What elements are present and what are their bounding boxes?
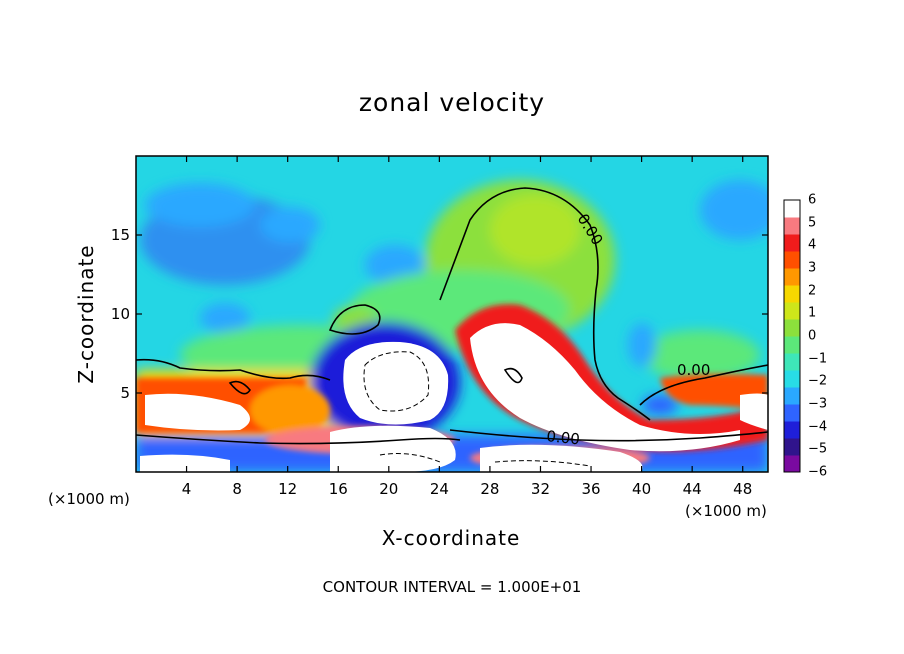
x-tick-label: 36	[581, 480, 601, 498]
colorbar-swatch	[784, 268, 800, 286]
contour-zero-right	[639, 364, 768, 406]
x-unit-left: (×1000 m)	[48, 490, 130, 508]
contour-zero-dome	[439, 187, 651, 421]
white-blob-main-jet	[470, 323, 740, 452]
colorbar-swatch	[784, 404, 800, 422]
colorbar-swatch	[784, 285, 800, 303]
x-tick-label: 12	[278, 480, 298, 498]
colorbar-swatch	[784, 251, 800, 269]
colorbar-tick-label: 1	[808, 305, 817, 321]
y-tick-marks	[136, 234, 768, 394]
colorbar-swatch	[784, 370, 800, 388]
colorbar-swatch	[784, 455, 800, 473]
colorbar-swatch	[784, 438, 800, 456]
colorbar-tick-label: 5	[808, 215, 817, 231]
colorbar-swatch	[784, 217, 800, 235]
colorbar-tick-label: −5	[808, 441, 828, 457]
contour-interval-text: CONTOUR INTERVAL = 1.000E+01	[322, 578, 582, 596]
x-unit-right: (×1000 m)	[685, 502, 767, 520]
y-tick-label: 10	[110, 305, 130, 323]
contour-label: 0.00	[546, 427, 581, 448]
colorbar-tick-label: 2	[808, 283, 817, 299]
x-tick-label: 4	[181, 480, 192, 498]
colorbar-swatch	[784, 421, 800, 439]
colorbar-tick-label: −3	[808, 396, 828, 412]
colorbar-tick-label: −2	[808, 373, 828, 389]
y-tick-label: 5	[120, 384, 130, 402]
colorbar-tick-label: −6	[808, 464, 828, 480]
x-tick-label: 32	[530, 480, 551, 498]
colorbar-swatch	[784, 336, 800, 354]
x-tick-label: 48	[733, 480, 753, 498]
chart-title: zonal velocity	[358, 88, 546, 117]
x-axis-label: X-coordinate	[381, 526, 521, 550]
white-blob-left-vortex	[343, 341, 449, 425]
colorbar-swatch	[784, 353, 800, 371]
colorbar-tick-label: 6	[808, 192, 817, 208]
colorbar-tick-label: 3	[808, 260, 817, 276]
heatmap-field	[136, 156, 768, 472]
colorbar-swatch	[784, 319, 800, 337]
colorbar-tick-label: 4	[808, 237, 817, 253]
colorbar-swatch	[784, 234, 800, 252]
colorbar-swatch	[784, 200, 800, 218]
colorbar-swatch	[784, 387, 800, 405]
x-tick-marks	[185, 156, 744, 472]
colorbar	[784, 200, 800, 473]
colorbar-frame	[783, 199, 801, 473]
y-axis-label: Z-coordinate	[74, 244, 98, 384]
x-tick-label: 24	[429, 480, 449, 498]
x-tick-label: 40	[632, 480, 652, 498]
contour-label: 0.00	[677, 361, 710, 379]
y-tick-label: 15	[110, 226, 130, 244]
colorbar-tick-label: −1	[808, 351, 828, 367]
colorbar-tick-label: −4	[808, 419, 828, 435]
x-tick-label: 8	[232, 480, 242, 498]
colorbar-swatch	[784, 302, 800, 320]
x-tick-label: 16	[328, 480, 348, 498]
x-tick-label: 20	[379, 480, 399, 498]
x-tick-label: 44	[682, 480, 702, 498]
colorbar-tick-label: 0	[808, 328, 817, 344]
x-tick-label: 28	[480, 480, 500, 498]
